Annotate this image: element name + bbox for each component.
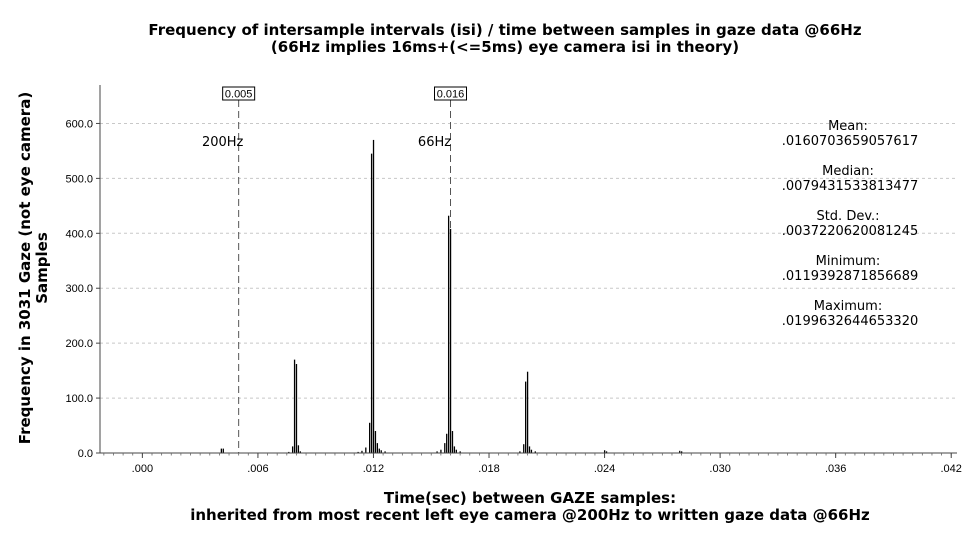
y-axis-title: Frequency in 3031 Gaze (not eye camera) …	[16, 92, 51, 444]
x-tick-label: .000	[132, 463, 153, 475]
stat-value: .0119392871856689	[782, 269, 918, 284]
histogram-bar	[297, 445, 300, 453]
histogram-bar	[222, 448, 224, 453]
histogram-bar	[372, 139, 375, 454]
chart-title: Frequency of intersample intervals (isi)…	[148, 21, 861, 56]
histogram-bar	[605, 451, 608, 453]
histogram-bar	[361, 450, 363, 453]
histogram-bar	[530, 449, 533, 453]
histogram-bar	[436, 451, 438, 453]
x-tick-label: .024	[594, 463, 615, 475]
histogram-bar	[299, 451, 301, 453]
x-axis-title: Time(sec) between GAZE samples: inherite…	[190, 489, 870, 524]
histogram-bar	[384, 451, 386, 453]
x-axis-title-line2: inherited from most recent left eye came…	[190, 506, 870, 524]
y-tick-label: 500.0	[65, 173, 93, 185]
reference-note-label: 66Hz	[418, 135, 451, 150]
histogram-bar	[525, 381, 527, 453]
histogram-bar	[220, 448, 223, 453]
reference-note-label: 200Hz	[202, 135, 244, 150]
reference-value-label: 0.016	[437, 89, 465, 101]
histogram-bar	[380, 450, 382, 453]
reference-lines: 0.005 200Hz 0.016 66Hz	[202, 86, 468, 453]
y-tick-labels: 0.0 100.0 200.0 300.0 400.0 500.0 600.0	[65, 118, 100, 460]
histogram-bar	[528, 446, 531, 453]
y-axis-title-line2: Samples	[33, 232, 51, 304]
statistics-panel: Mean:.0160703659057617 Median:.0079431533…	[782, 119, 918, 329]
y-axis-title-line1: Frequency in 3031 Gaze (not eye camera)	[16, 92, 34, 444]
stat-value: .0160703659057617	[782, 134, 918, 149]
histogram-bar	[374, 431, 377, 453]
histogram-bar	[295, 364, 298, 453]
stat-label: Maximum:	[814, 299, 882, 314]
y-tick-label: 0.0	[78, 448, 93, 460]
histogram-bar	[288, 451, 290, 453]
histogram-bar	[357, 451, 359, 453]
histogram-bar	[291, 446, 294, 453]
stat-value: .0079431533813477	[782, 179, 918, 194]
histogram-bar	[449, 228, 452, 453]
histogram-bar	[526, 371, 529, 453]
reference-value-label: 0.005	[225, 89, 253, 101]
histogram-bar	[440, 449, 442, 453]
chart-title-line1: Frequency of intersample intervals (isi)…	[148, 21, 861, 39]
x-tick-label: .036	[825, 463, 846, 475]
histogram-bar	[534, 451, 536, 453]
histogram-bar	[453, 446, 456, 453]
y-tick-label: 300.0	[65, 283, 93, 295]
histogram-bar	[451, 431, 454, 453]
stat-label: Median:	[822, 164, 874, 179]
histogram-bar	[681, 451, 683, 453]
y-tick-label: 200.0	[65, 338, 93, 350]
y-tick-label: 100.0	[65, 393, 93, 405]
stat-value: .0199632644653320	[782, 314, 918, 329]
axes	[99, 85, 957, 456]
x-tick-label: .030	[709, 463, 730, 475]
histogram-bar	[446, 433, 448, 453]
histogram-bar	[459, 451, 461, 453]
histogram-bar	[444, 443, 446, 453]
stat-value: .0037220620081245	[782, 224, 918, 239]
histogram-bar	[365, 447, 367, 453]
histogram-bars	[220, 139, 683, 454]
reference-label-box	[222, 86, 256, 101]
y-tick-label: 400.0	[65, 228, 93, 240]
histogram-bar	[519, 451, 521, 453]
stat-label: Std. Dev.:	[816, 209, 879, 224]
histogram-bar	[523, 444, 525, 453]
x-axis-title-line1: Time(sec) between GAZE samples:	[384, 489, 676, 507]
histogram-bar	[370, 153, 373, 453]
stat-label: Mean:	[828, 119, 868, 134]
histogram-bar	[603, 450, 606, 453]
histogram-bar	[455, 449, 457, 453]
y-tick-label: 600.0	[65, 118, 93, 130]
histogram-bar	[679, 450, 681, 453]
histogram-bar	[376, 443, 379, 453]
x-tick-labels: .000 .006 .012 .018 .024 .030 .036 .042	[132, 453, 962, 475]
x-tick-label: .042	[941, 463, 962, 475]
x-tick-label: .006	[247, 463, 268, 475]
histogram-bar	[369, 422, 371, 453]
x-tick-label: .018	[478, 463, 499, 475]
histogram-bar	[293, 359, 296, 453]
grid-lines	[100, 122, 957, 399]
histogram-bar	[447, 215, 450, 453]
reference-label-box	[434, 86, 468, 101]
x-tick-label: .012	[363, 463, 384, 475]
stat-label: Minimum:	[816, 254, 881, 269]
histogram-bar	[378, 448, 380, 453]
chart-title-line2: (66Hz implies 16ms+(<=5ms) eye camera is…	[271, 38, 739, 56]
